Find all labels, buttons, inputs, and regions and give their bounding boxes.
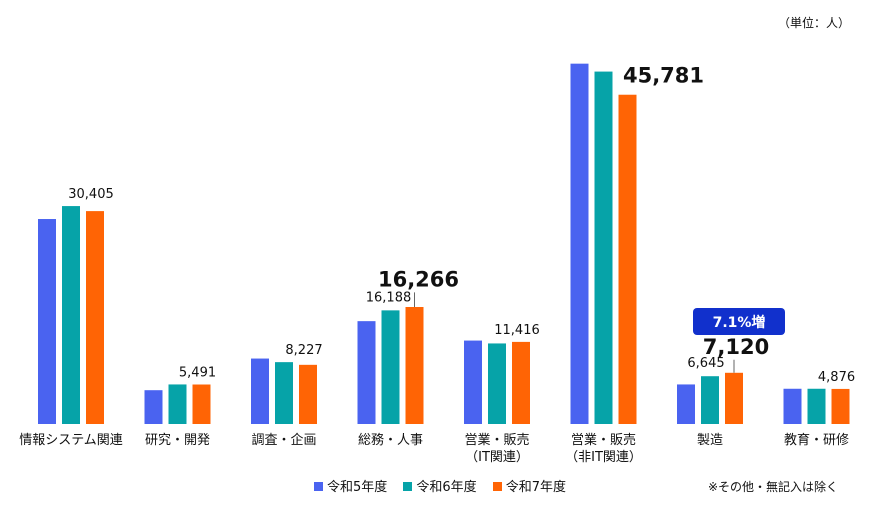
- bar-7-cat0: [86, 211, 104, 424]
- data-label-6: 45,781: [623, 64, 704, 88]
- bar-5-cat6: [677, 384, 695, 424]
- data-label-3: 16,188: [366, 290, 412, 305]
- category-label-1: 研究・開発: [145, 433, 210, 448]
- bar-6-cat5: [594, 71, 613, 425]
- category-label-6: 製造: [697, 433, 723, 448]
- bar-6-cat0: [62, 206, 80, 424]
- category-label-4-0: 営業・販売: [464, 432, 529, 448]
- bar-7-cat5: [618, 94, 637, 425]
- bar-6-cat3: [381, 310, 400, 424]
- footnote: ※その他・無記入は除く: [707, 480, 838, 494]
- bar-6-cat4: [488, 343, 506, 424]
- legend-swatch-r5: [313, 482, 323, 491]
- callout-badge: [693, 308, 785, 335]
- bar-7-cat1: [192, 384, 211, 424]
- legend-swatch-r6: [403, 482, 413, 491]
- bar-5-cat3: [357, 321, 376, 424]
- bar-7-cat4: [512, 341, 530, 424]
- data-label-9: 4,876: [818, 370, 855, 385]
- bar-5-cat7: [783, 388, 802, 424]
- legend-item-r5: 令和5年度: [313, 476, 388, 495]
- data-label-7: 6,645: [687, 356, 724, 371]
- data-label-8: 7,120: [703, 335, 769, 359]
- data-label-5: 11,416: [494, 323, 540, 338]
- bar-5-cat2: [251, 358, 269, 424]
- category-label-3: 総務・人事: [358, 433, 423, 448]
- bar-6-cat1: [168, 384, 187, 424]
- legend-label-r6: 令和6年度: [416, 480, 477, 495]
- category-label-0: 情報システム関連: [19, 433, 123, 448]
- data-label-2: 8,227: [285, 343, 322, 358]
- legend-item-r6: 令和6年度: [403, 476, 477, 495]
- bar-7-cat7: [831, 388, 850, 424]
- bar-5-cat1: [144, 390, 163, 424]
- bar-6-cat7: [807, 388, 826, 424]
- bar-6-cat2: [275, 362, 293, 424]
- legend-label-r7: 令和7年度: [505, 480, 567, 495]
- category-label-5-1: （非IT関連）: [565, 450, 642, 465]
- bar-7-cat2: [299, 364, 317, 424]
- legend-item-r7: 令和7年度: [492, 476, 567, 495]
- legend: 令和5年度 令和6年度 令和7年度: [0, 476, 880, 495]
- legend-swatch-r7: [492, 482, 502, 491]
- bar-5-cat5: [570, 63, 589, 425]
- callout-text: 7.1%増: [713, 314, 766, 331]
- data-label-0: 30,405: [68, 187, 114, 202]
- category-label-4-1: （IT関連）: [465, 450, 529, 465]
- category-label-5-0: 営業・販売: [571, 432, 636, 448]
- bar-5-cat0: [38, 219, 56, 424]
- bar-6-cat6: [701, 376, 719, 424]
- category-label-2: 調査・企画: [251, 432, 316, 448]
- category-label-7: 教育・研修: [784, 432, 849, 448]
- bar-5-cat4: [464, 340, 482, 424]
- data-label-1: 5,491: [179, 365, 216, 380]
- data-label-4: 16,266: [378, 267, 459, 291]
- bar-7-cat3: [405, 307, 424, 424]
- legend-label-r5: 令和5年度: [326, 480, 388, 495]
- bar-7-cat6: [725, 372, 743, 424]
- unit-label: （単位：人）: [777, 16, 850, 30]
